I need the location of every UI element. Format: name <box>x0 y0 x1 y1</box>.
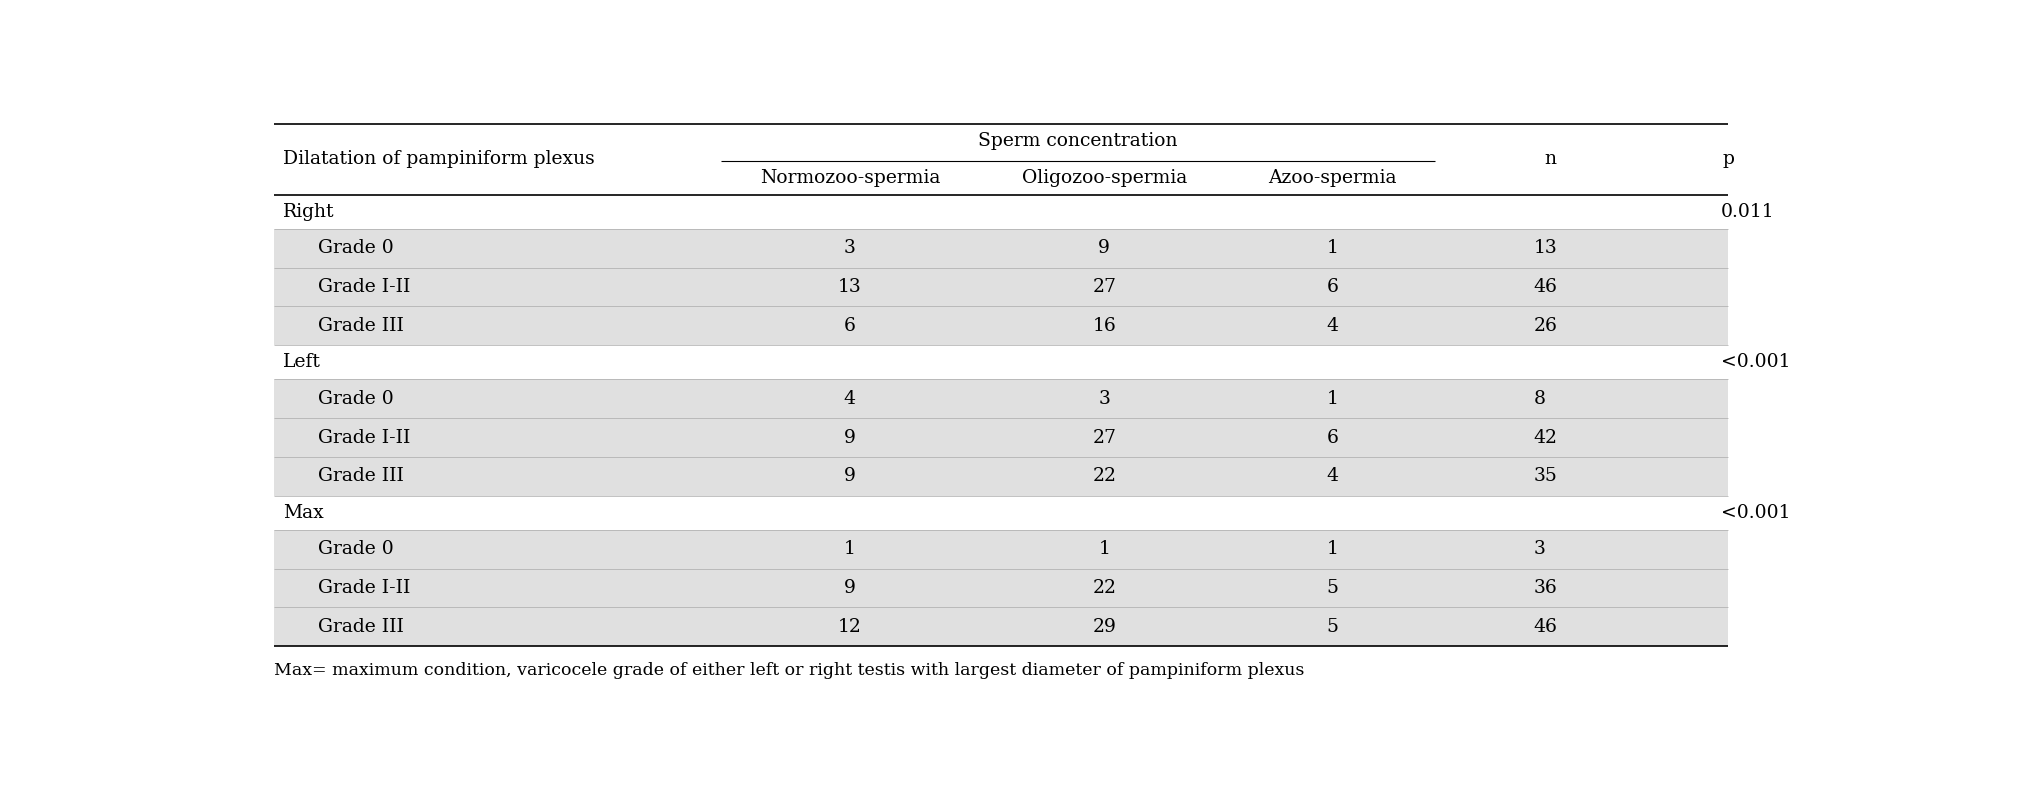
Text: Max= maximum condition, varicocele grade of either left or right testis with lar: Max= maximum condition, varicocele grade… <box>273 662 1305 678</box>
Text: 9: 9 <box>844 467 856 485</box>
Text: 35: 35 <box>1533 467 1558 485</box>
Text: Dilatation of pampiniform plexus: Dilatation of pampiniform plexus <box>283 151 595 168</box>
Text: 13: 13 <box>838 278 862 296</box>
Text: Left: Left <box>283 353 322 371</box>
Text: 1: 1 <box>1327 239 1338 257</box>
Text: Sperm concentration: Sperm concentration <box>979 131 1179 150</box>
Text: 27: 27 <box>1093 278 1115 296</box>
Text: 42: 42 <box>1533 429 1558 446</box>
Text: 12: 12 <box>838 618 862 636</box>
Text: Grade III: Grade III <box>318 317 404 335</box>
Text: Grade III: Grade III <box>318 618 404 636</box>
Text: 5: 5 <box>1327 618 1338 636</box>
Text: Grade I-II: Grade I-II <box>318 429 410 446</box>
Bar <box>273 345 1727 379</box>
Text: 4: 4 <box>844 389 856 408</box>
Bar <box>273 607 1727 646</box>
Bar <box>273 569 1727 607</box>
Text: 4: 4 <box>1327 467 1338 485</box>
Bar <box>273 195 1727 229</box>
Text: 1: 1 <box>1327 389 1338 408</box>
Text: Max: Max <box>283 504 324 521</box>
Bar <box>273 229 1727 268</box>
Text: 9: 9 <box>844 429 856 446</box>
Text: 0.011: 0.011 <box>1721 203 1774 221</box>
Text: 6: 6 <box>1327 278 1338 296</box>
Text: 16: 16 <box>1093 317 1115 335</box>
Text: 26: 26 <box>1533 317 1558 335</box>
Text: 9: 9 <box>844 579 856 597</box>
Text: Grade I-II: Grade I-II <box>318 579 410 597</box>
Text: 6: 6 <box>1327 429 1338 446</box>
Text: 13: 13 <box>1533 239 1558 257</box>
Text: Grade III: Grade III <box>318 467 404 485</box>
Text: 22: 22 <box>1093 579 1115 597</box>
Text: Grade I-II: Grade I-II <box>318 278 410 296</box>
Text: 9: 9 <box>1099 239 1109 257</box>
Bar <box>273 268 1727 307</box>
Text: Grade 0: Grade 0 <box>318 239 394 257</box>
Text: Right: Right <box>283 203 334 221</box>
Text: 27: 27 <box>1093 429 1115 446</box>
Text: p: p <box>1723 151 1735 168</box>
Text: <0.001: <0.001 <box>1721 353 1790 371</box>
Bar <box>273 457 1727 496</box>
Text: 46: 46 <box>1533 278 1558 296</box>
Text: 3: 3 <box>1099 389 1109 408</box>
Text: Grade 0: Grade 0 <box>318 540 394 558</box>
Text: 1: 1 <box>1099 540 1109 558</box>
Text: 36: 36 <box>1533 579 1558 597</box>
Text: 5: 5 <box>1327 579 1338 597</box>
Bar <box>273 496 1727 529</box>
Text: 1: 1 <box>1327 540 1338 558</box>
Bar <box>273 418 1727 457</box>
Text: 46: 46 <box>1533 618 1558 636</box>
Text: Grade 0: Grade 0 <box>318 389 394 408</box>
Text: n: n <box>1546 151 1556 168</box>
Text: 1: 1 <box>844 540 856 558</box>
Text: 3: 3 <box>1533 540 1546 558</box>
Text: 6: 6 <box>844 317 856 335</box>
Text: 3: 3 <box>844 239 856 257</box>
Bar <box>273 379 1727 418</box>
Text: Normozoo-spermia: Normozoo-spermia <box>761 169 940 187</box>
Bar <box>273 307 1727 345</box>
Text: 29: 29 <box>1093 618 1115 636</box>
Text: Azoo-spermia: Azoo-spermia <box>1268 169 1397 187</box>
Text: 22: 22 <box>1093 467 1115 485</box>
Text: <0.001: <0.001 <box>1721 504 1790 521</box>
Text: Oligozoo-spermia: Oligozoo-spermia <box>1022 169 1187 187</box>
Bar <box>273 124 1727 195</box>
Text: 8: 8 <box>1533 389 1546 408</box>
Text: 4: 4 <box>1327 317 1338 335</box>
Bar <box>273 529 1727 569</box>
